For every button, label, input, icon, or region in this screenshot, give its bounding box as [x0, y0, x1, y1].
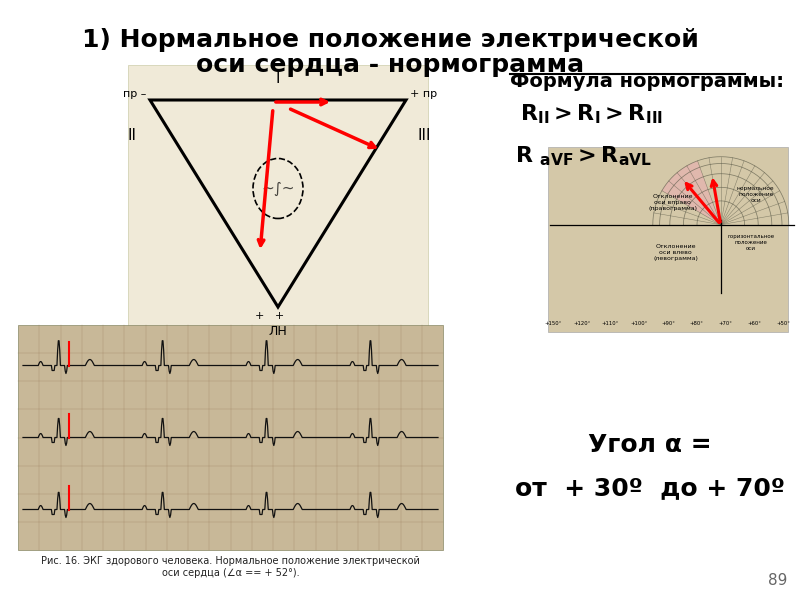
- Text: +50°: +50°: [776, 321, 790, 326]
- Text: Отклонение
оси влево
(левограмма): Отклонение оси влево (левограмма): [654, 244, 698, 261]
- Text: ЛН: ЛН: [269, 325, 287, 338]
- Text: горизонтальное
положение
оси: горизонтальное положение оси: [727, 235, 774, 251]
- Text: Рис. 16. ЭКГ здорового человека. Нормальное положение электрической: Рис. 16. ЭКГ здорового человека. Нормаль…: [41, 556, 420, 566]
- Text: пр –: пр –: [122, 89, 146, 99]
- Text: Формула нормограммы:: Формула нормограммы:: [510, 72, 784, 91]
- Text: оси сердца - нормограмма: оси сердца - нормограмма: [196, 53, 584, 77]
- Polygon shape: [662, 161, 721, 224]
- Text: +90°: +90°: [661, 321, 675, 326]
- Text: от  + 30º  до + 70º: от + 30º до + 70º: [515, 476, 785, 500]
- FancyBboxPatch shape: [128, 65, 428, 345]
- Text: +70°: +70°: [718, 321, 733, 326]
- Text: I: I: [276, 71, 280, 86]
- FancyBboxPatch shape: [18, 325, 443, 550]
- Text: $\mathbf{R_{II}}$$\mathbf{>R_I > R_{III}}$: $\mathbf{R_{II}}$$\mathbf{>R_I > R_{III}…: [520, 102, 663, 125]
- Text: +110°: +110°: [602, 321, 619, 326]
- Text: $\mathbf{R\ _{aVF} > R_{aVL}}$: $\mathbf{R\ _{aVF} > R_{aVL}}$: [515, 144, 652, 167]
- Text: 89: 89: [768, 573, 787, 588]
- Text: +150°: +150°: [544, 321, 562, 326]
- Text: +   +: + +: [255, 311, 285, 321]
- Text: Отклонение
оси вправо
(правограмма): Отклонение оси вправо (правограмма): [648, 194, 698, 211]
- Text: 1) Нормальное положение электрической: 1) Нормальное положение электрической: [82, 28, 698, 52]
- Text: +100°: +100°: [630, 321, 648, 326]
- Text: +60°: +60°: [747, 321, 761, 326]
- Text: ~∫~: ~∫~: [262, 181, 294, 196]
- FancyBboxPatch shape: [548, 147, 788, 332]
- Text: оси сердца (∠α == + 52°).: оси сердца (∠α == + 52°).: [162, 568, 299, 578]
- Text: +120°: +120°: [573, 321, 590, 326]
- Ellipse shape: [253, 158, 303, 218]
- Text: II: II: [127, 127, 137, 142]
- Text: нормальное
положение
оси: нормальное положение оси: [737, 187, 774, 203]
- Text: III: III: [418, 127, 430, 142]
- Text: + пр: + пр: [410, 89, 437, 99]
- Text: +80°: +80°: [690, 321, 704, 326]
- Text: Угол α =: Угол α =: [588, 433, 712, 457]
